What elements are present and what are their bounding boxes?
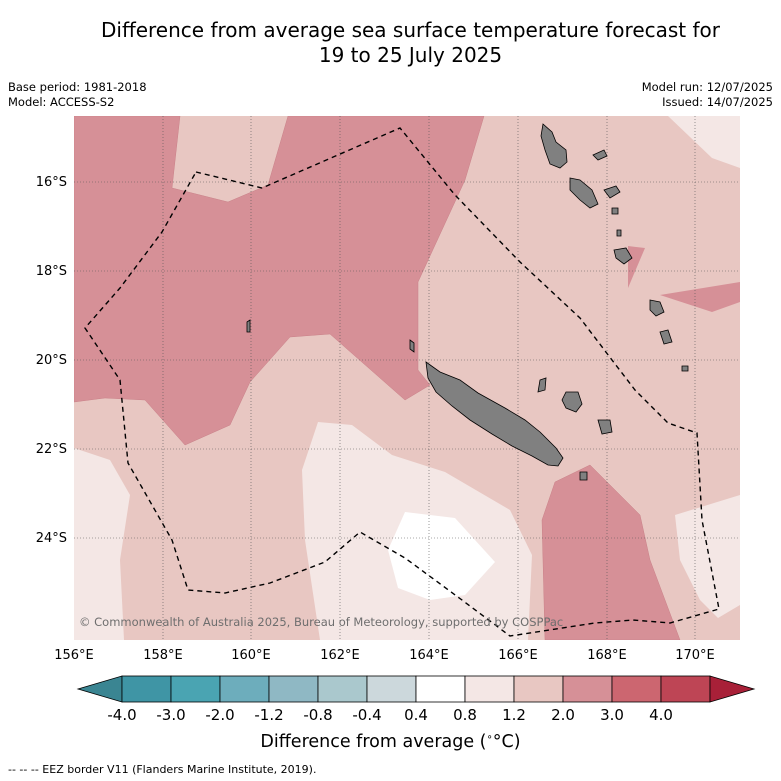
colorbar-label-5: -0.4 (352, 706, 381, 724)
eez-legend: -- -- -- EEZ border V11 (Flanders Marine… (8, 763, 317, 776)
island-isle-of-pines (579, 471, 588, 481)
island-maewo (592, 149, 608, 161)
island-erromango (649, 299, 665, 317)
lon-label-166e: 166°E (498, 648, 538, 663)
sst-anomaly-field (74, 116, 740, 640)
anomaly-region-west (74, 116, 485, 446)
colorbar-bin-6 (415, 675, 466, 703)
map-title: Difference from average sea surface temp… (40, 18, 781, 68)
island-ouvea (537, 377, 547, 393)
colorbar-bin-7 (464, 675, 515, 703)
title-line-1: Difference from average sea surface temp… (100, 18, 720, 42)
metadata-left: Base period: 1981-2018 Model: ACCESS-S2 (8, 80, 147, 110)
colorbar-label-7: 0.8 (453, 706, 477, 724)
colorbar-label-9: 2.0 (551, 706, 575, 724)
island-tanna (659, 329, 673, 345)
colorbar-bin-10 (611, 675, 662, 703)
island-efate (613, 247, 633, 265)
colorbar-title: Difference from average (∘°C) (260, 732, 521, 752)
anomaly-region-northeast-light (668, 116, 740, 168)
colorbar-label-4: -0.8 (303, 706, 332, 724)
colorbar-under-arrow (76, 675, 123, 703)
colorbar-over-arrow (709, 675, 756, 703)
island-lifou (561, 391, 583, 413)
title-line-2: 19 to 25 July 2025 (318, 43, 503, 67)
island-small-1 (246, 319, 251, 333)
graticule (74, 116, 740, 640)
copyright-notice: © Commonwealth of Australia 2025, Bureau… (79, 615, 563, 629)
colorbar-bin-2 (219, 675, 270, 703)
island-small-3 (681, 365, 689, 372)
island-ambrym (603, 185, 621, 199)
lon-label-164e: 164°E (409, 648, 449, 663)
lat-label-24s: 24°S (36, 531, 67, 546)
colorbar-bin-0 (121, 675, 172, 703)
lon-label-160e: 160°E (231, 648, 271, 663)
lon-label-162e: 162°E (320, 648, 360, 663)
new-caledonia (425, 361, 564, 467)
colorbar-label-6: 0.4 (404, 706, 428, 724)
island-mare (597, 419, 613, 435)
metadata-right: Model run: 12/07/2025 Issued: 14/07/2025 (642, 80, 773, 110)
colorbar-bin-8 (513, 675, 564, 703)
lat-label-18s: 18°S (36, 264, 67, 279)
anomaly-region-southeast (541, 464, 681, 640)
lon-label-158e: 158°E (143, 648, 183, 663)
lat-label-16s: 16°S (36, 175, 67, 190)
colorbar-bin-4 (317, 675, 368, 703)
island-small-5 (616, 229, 622, 237)
lat-label-20s: 20°S (36, 353, 67, 368)
issued-date: Issued: 14/07/2025 (662, 95, 773, 109)
colorbar-label-1: -3.0 (156, 706, 185, 724)
island-malekula (569, 177, 599, 209)
colorbar-label-2: -2.0 (205, 706, 234, 724)
colorbar-bin-11 (660, 675, 711, 703)
colorbar-label-3: -1.2 (254, 706, 283, 724)
anomaly-region-southwest-light (74, 448, 130, 640)
lon-label-156e: 156°E (54, 648, 94, 663)
model-run: Model run: 12/07/2025 (641, 80, 773, 94)
anomaly-region-neutral (388, 512, 495, 600)
colorbar-bin-5 (366, 675, 417, 703)
island-small-2 (409, 339, 415, 353)
lat-label-22s: 22°S (36, 442, 67, 457)
colorbar-bin-3 (268, 675, 319, 703)
anomaly-patch-east-1 (628, 246, 645, 288)
base-period: Base period: 1981-2018 (8, 80, 147, 94)
lon-label-170e: 170°E (675, 648, 715, 663)
anomaly-region-southeast-light (675, 495, 740, 618)
colorbar-label-0: -4.0 (107, 706, 136, 724)
anomaly-patch-east-2 (660, 282, 740, 312)
lon-label-168e: 168°E (587, 648, 627, 663)
island-small-4 (611, 207, 619, 215)
landmasses (246, 123, 689, 481)
island-espiritu-santo (540, 123, 568, 169)
colorbar: -4.0 -3.0 -2.0 -1.2 -0.8 -0.4 0.4 0.8 1.2 2.0 3.0 4… (76, 675, 756, 724)
colorbar-label-10: 3.0 (600, 706, 624, 724)
colorbar-bin-9 (562, 675, 613, 703)
model-name: Model: ACCESS-S2 (8, 95, 115, 109)
colorbar-bin-1 (170, 675, 221, 703)
colorbar-label-8: 1.2 (502, 706, 526, 724)
colorbar-label-11: 4.0 (649, 706, 673, 724)
